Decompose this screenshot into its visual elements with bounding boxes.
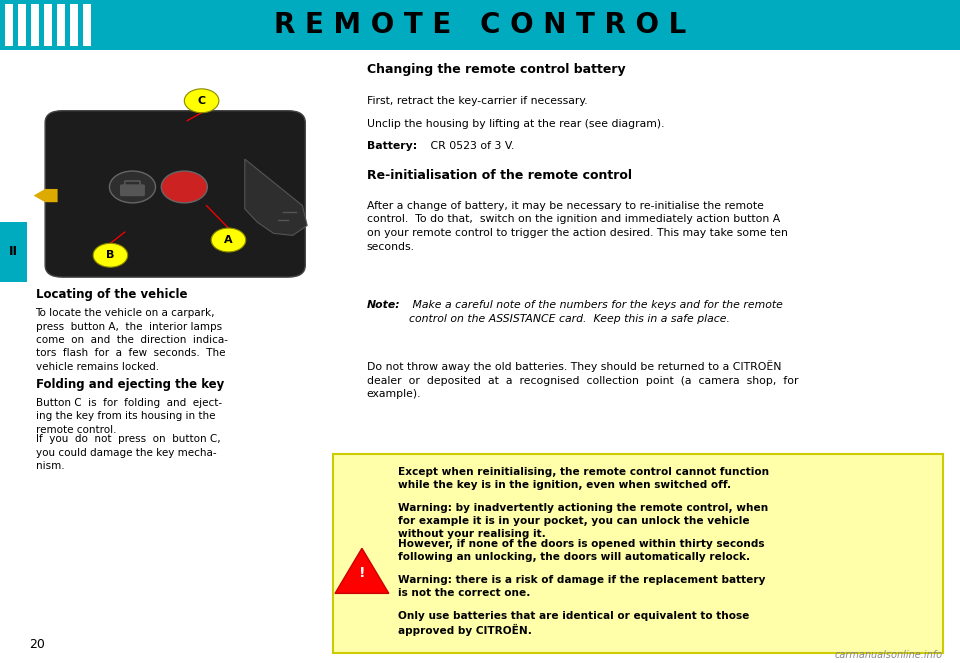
Circle shape — [161, 171, 207, 203]
Circle shape — [109, 171, 156, 203]
FancyBboxPatch shape — [70, 4, 78, 46]
Text: Folding and ejecting the key: Folding and ejecting the key — [36, 378, 224, 391]
Circle shape — [93, 243, 128, 267]
FancyBboxPatch shape — [120, 184, 145, 196]
Text: First, retract the key-carrier if necessary.: First, retract the key-carrier if necess… — [367, 96, 588, 106]
FancyBboxPatch shape — [0, 0, 960, 50]
Text: carmanualsonline.info: carmanualsonline.info — [834, 650, 943, 660]
FancyBboxPatch shape — [57, 4, 65, 46]
Polygon shape — [245, 159, 307, 235]
Polygon shape — [335, 548, 389, 593]
FancyBboxPatch shape — [45, 111, 305, 277]
Circle shape — [211, 228, 246, 252]
Text: Battery:: Battery: — [367, 141, 417, 151]
Text: C: C — [198, 95, 205, 106]
Text: 20: 20 — [29, 638, 45, 651]
FancyBboxPatch shape — [5, 4, 13, 46]
FancyBboxPatch shape — [0, 222, 27, 282]
Text: After a change of battery, it may be necessary to re-initialise the remote
contr: After a change of battery, it may be nec… — [367, 201, 787, 252]
Text: Re-initialisation of the remote control: Re-initialisation of the remote control — [367, 169, 632, 182]
Text: R E M O T E   C O N T R O L: R E M O T E C O N T R O L — [274, 11, 686, 39]
FancyBboxPatch shape — [18, 4, 26, 46]
Text: Except when reinitialising, the remote control cannot function
while the key is : Except when reinitialising, the remote c… — [398, 467, 770, 490]
Text: Warning: by inadvertently actioning the remote control, when
for example it is i: Warning: by inadvertently actioning the … — [398, 503, 769, 539]
Text: II: II — [9, 245, 18, 259]
Text: Do not throw away the old batteries. They should be returned to a CITROËN
dealer: Do not throw away the old batteries. The… — [367, 360, 798, 399]
Text: B: B — [107, 250, 114, 261]
Text: If  you  do  not  press  on  button C,
you could damage the key mecha-
nism.: If you do not press on button C, you cou… — [36, 434, 220, 471]
Polygon shape — [34, 189, 58, 202]
Text: Note:: Note: — [367, 300, 400, 310]
Text: Locating of the vehicle: Locating of the vehicle — [36, 288, 187, 302]
Text: Changing the remote control battery: Changing the remote control battery — [367, 63, 625, 76]
Text: !: ! — [359, 566, 365, 581]
FancyBboxPatch shape — [44, 4, 52, 46]
FancyBboxPatch shape — [83, 4, 91, 46]
Text: CR 0523 of 3 V.: CR 0523 of 3 V. — [427, 141, 515, 151]
Text: However, if none of the doors is opened within thirty seconds
following an unloc: However, if none of the doors is opened … — [398, 539, 765, 562]
Text: Make a careful note of the numbers for the keys and for the remote
control on th: Make a careful note of the numbers for t… — [409, 300, 782, 324]
Text: Unclip the housing by lifting at the rear (see diagram).: Unclip the housing by lifting at the rea… — [367, 119, 664, 129]
Text: Warning: there is a risk of damage if the replacement battery
is not the correct: Warning: there is a risk of damage if th… — [398, 575, 766, 597]
Text: Only use batteries that are identical or equivalent to those
approved by CITROËN: Only use batteries that are identical or… — [398, 611, 750, 636]
Text: A: A — [225, 235, 232, 245]
FancyBboxPatch shape — [333, 454, 943, 653]
FancyBboxPatch shape — [31, 4, 38, 46]
Text: Button C  is  for  folding  and  eject-
ing the key from its housing in the
remo: Button C is for folding and eject- ing t… — [36, 398, 222, 434]
Text: To locate the vehicle on a carpark,
press  button A,  the  interior lamps
come  : To locate the vehicle on a carpark, pres… — [36, 308, 228, 372]
Circle shape — [184, 89, 219, 113]
